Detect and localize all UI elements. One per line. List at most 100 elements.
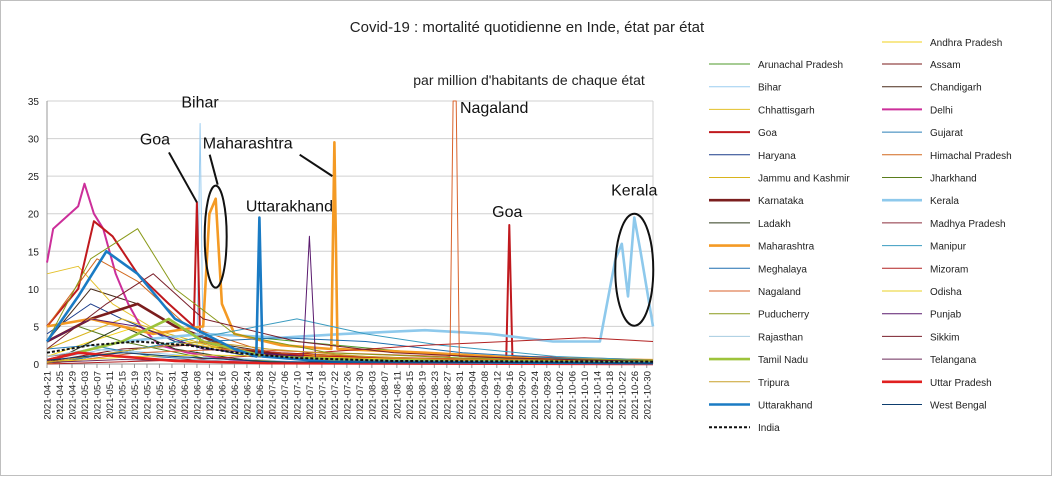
x-tick-label: 2021-06-12 (205, 371, 216, 420)
series-line-manipur (46, 318, 654, 365)
legend-label-chandigarh: Chandigarh (930, 83, 982, 94)
y-tick-label: 5 (33, 322, 39, 333)
x-tick-label: 2021-04-25 (55, 371, 66, 420)
y-tick-label: 10 (28, 285, 40, 296)
x-tick-label: 2021-06-28 (255, 371, 266, 420)
annotation-bihar: Bihar (181, 95, 219, 112)
x-tick-label: 2021-06-08 (192, 371, 203, 420)
x-tick-label: 2021-09-12 (492, 371, 503, 420)
x-tick-label: 2021-07-26 (342, 371, 353, 420)
y-tick-label: 35 (28, 97, 40, 108)
y-tick-label: 20 (28, 210, 40, 221)
x-tick-label: 2021-10-30 (642, 371, 653, 420)
x-tick-label: 2021-09-04 (467, 371, 478, 420)
legend-label-kerala: Kerala (930, 196, 959, 207)
legend-label-west-bengal: West Bengal (930, 401, 987, 412)
series-line-sikkim (46, 273, 654, 363)
legend-label-delhi: Delhi (930, 105, 953, 116)
x-tick-label: 2021-05-31 (167, 371, 178, 420)
legend-label-uttar-pradesh: Uttar Pradesh (930, 378, 992, 389)
legend-label-haryana: Haryana (758, 151, 796, 162)
x-tick-label: 2021-08-27 (442, 371, 453, 420)
x-tick-label: 2021-05-27 (155, 371, 166, 420)
x-tick-label: 2021-07-30 (355, 371, 366, 420)
x-tick-label: 2021-05-11 (105, 371, 116, 419)
legend-label-arunachal-pradesh: Arunachal Pradesh (758, 60, 843, 71)
annotation-arrow (208, 154, 219, 185)
x-tick-label: 2021-05-15 (117, 371, 128, 420)
x-tick-label: 2021-06-20 (230, 371, 241, 420)
legend-label-odisha: Odisha (930, 287, 962, 298)
chart-subtitle: par million d'habitants de chaque état (413, 72, 645, 88)
annotation-maharashtra: Maharashtra (203, 136, 293, 153)
legend-label-jharkhand: Jharkhand (930, 174, 977, 185)
legend-label-punjab: Punjab (930, 310, 962, 321)
annotation-arrow (299, 153, 333, 177)
legend-label-tripura: Tripura (758, 378, 790, 389)
legend-label-madhya-pradesh: Madhya Pradesh (930, 219, 1006, 230)
x-tick-label: 2021-07-10 (292, 371, 303, 420)
y-tick-label: 0 (33, 360, 39, 371)
legend-label-tamil-nadu: Tamil Nadu (758, 355, 808, 366)
series-line-india (46, 340, 654, 363)
x-tick-label: 2021-04-29 (67, 371, 78, 420)
annotation-arrow (168, 151, 198, 203)
legend-label-himachal-pradesh: Himachal Pradesh (930, 151, 1012, 162)
y-tick-label: 25 (28, 172, 40, 183)
annotation-goa: Goa (492, 204, 522, 221)
legend-label-india: India (758, 423, 780, 434)
series-line-puducherry (46, 228, 654, 361)
x-tick-label: 2021-05-07 (92, 371, 103, 420)
legend-label-chhattisgarh: Chhattisgarh (758, 105, 815, 116)
plot-area (45, 100, 655, 366)
y-gridlines (47, 100, 653, 365)
y-tick-label: 30 (28, 135, 40, 146)
x-tick-label: 2021-09-24 (530, 371, 541, 420)
chart-title: Covid-19 : mortalité quotidienne en Inde… (350, 19, 705, 36)
legend-label-uttarakhand: Uttarakhand (758, 401, 812, 412)
legend-label-gujarat: Gujarat (930, 128, 963, 139)
x-tick-label: 2021-09-20 (517, 371, 528, 420)
x-tick-label: 2021-10-18 (605, 371, 616, 420)
x-tick-label: 2021-10-14 (592, 371, 603, 420)
x-tick-label: 2021-10-06 (567, 371, 578, 420)
legend-label-maharashtra: Maharashtra (758, 242, 815, 253)
x-tick-label: 2021-07-06 (280, 371, 291, 420)
x-tick-label: 2021-06-24 (242, 371, 253, 420)
annotation-nagaland: Nagaland (460, 100, 529, 117)
x-tick-label: 2021-05-03 (80, 371, 91, 420)
x-tick-label: 2021-08-15 (405, 371, 416, 420)
annotation-ellipse (614, 212, 655, 327)
legend-label-andhra-pradesh: Andhra Pradesh (930, 38, 1002, 49)
x-tick-label: 2021-10-02 (555, 371, 566, 420)
legend-label-karnataka: Karnataka (758, 196, 804, 207)
legend-label-bihar: Bihar (758, 83, 782, 94)
legend-label-meghalaya: Meghalaya (758, 264, 807, 275)
x-tick-label: 2021-09-08 (480, 371, 491, 420)
x-tick-label: 2021-10-26 (630, 371, 641, 420)
legend-label-rajasthan: Rajasthan (758, 332, 803, 343)
annotations: Bihar Goa Maharashtra Uttarakhand Nagaland Go… (140, 95, 657, 327)
legend-label-ladakh: Ladakh (758, 219, 791, 230)
y-tick-label: 15 (28, 247, 40, 258)
annotation-uttarakhand: Uttarakhand (246, 198, 333, 215)
series-line-uttar-pradesh (46, 351, 654, 366)
legend-label-assam: Assam (930, 60, 961, 71)
legend-label-manipur: Manipur (930, 242, 967, 253)
series-line-west-bengal (46, 352, 654, 364)
legend-label-nagaland: Nagaland (758, 287, 801, 298)
legend-label-telangana: Telangana (930, 355, 977, 366)
legend-label-puducherry: Puducherry (758, 310, 809, 321)
x-tick-label: 2021-08-03 (367, 371, 378, 420)
legend-label-jammu-and-kashmir: Jammu and Kashmir (758, 174, 850, 185)
x-tick-label: 2021-05-23 (142, 371, 153, 420)
x-tick-label: 2021-08-11 (392, 371, 403, 419)
x-axis: 2021-04-21 2021-04-25 2021-04-29 2021-05-03… (43, 364, 653, 420)
legend-label-goa: Goa (758, 128, 777, 139)
x-tick-label: 2021-08-07 (380, 371, 391, 420)
x-tick-label: 2021-07-02 (267, 371, 278, 420)
x-tick-label: 2021-09-16 (505, 371, 516, 420)
legend-label-mizoram: Mizoram (930, 264, 968, 275)
